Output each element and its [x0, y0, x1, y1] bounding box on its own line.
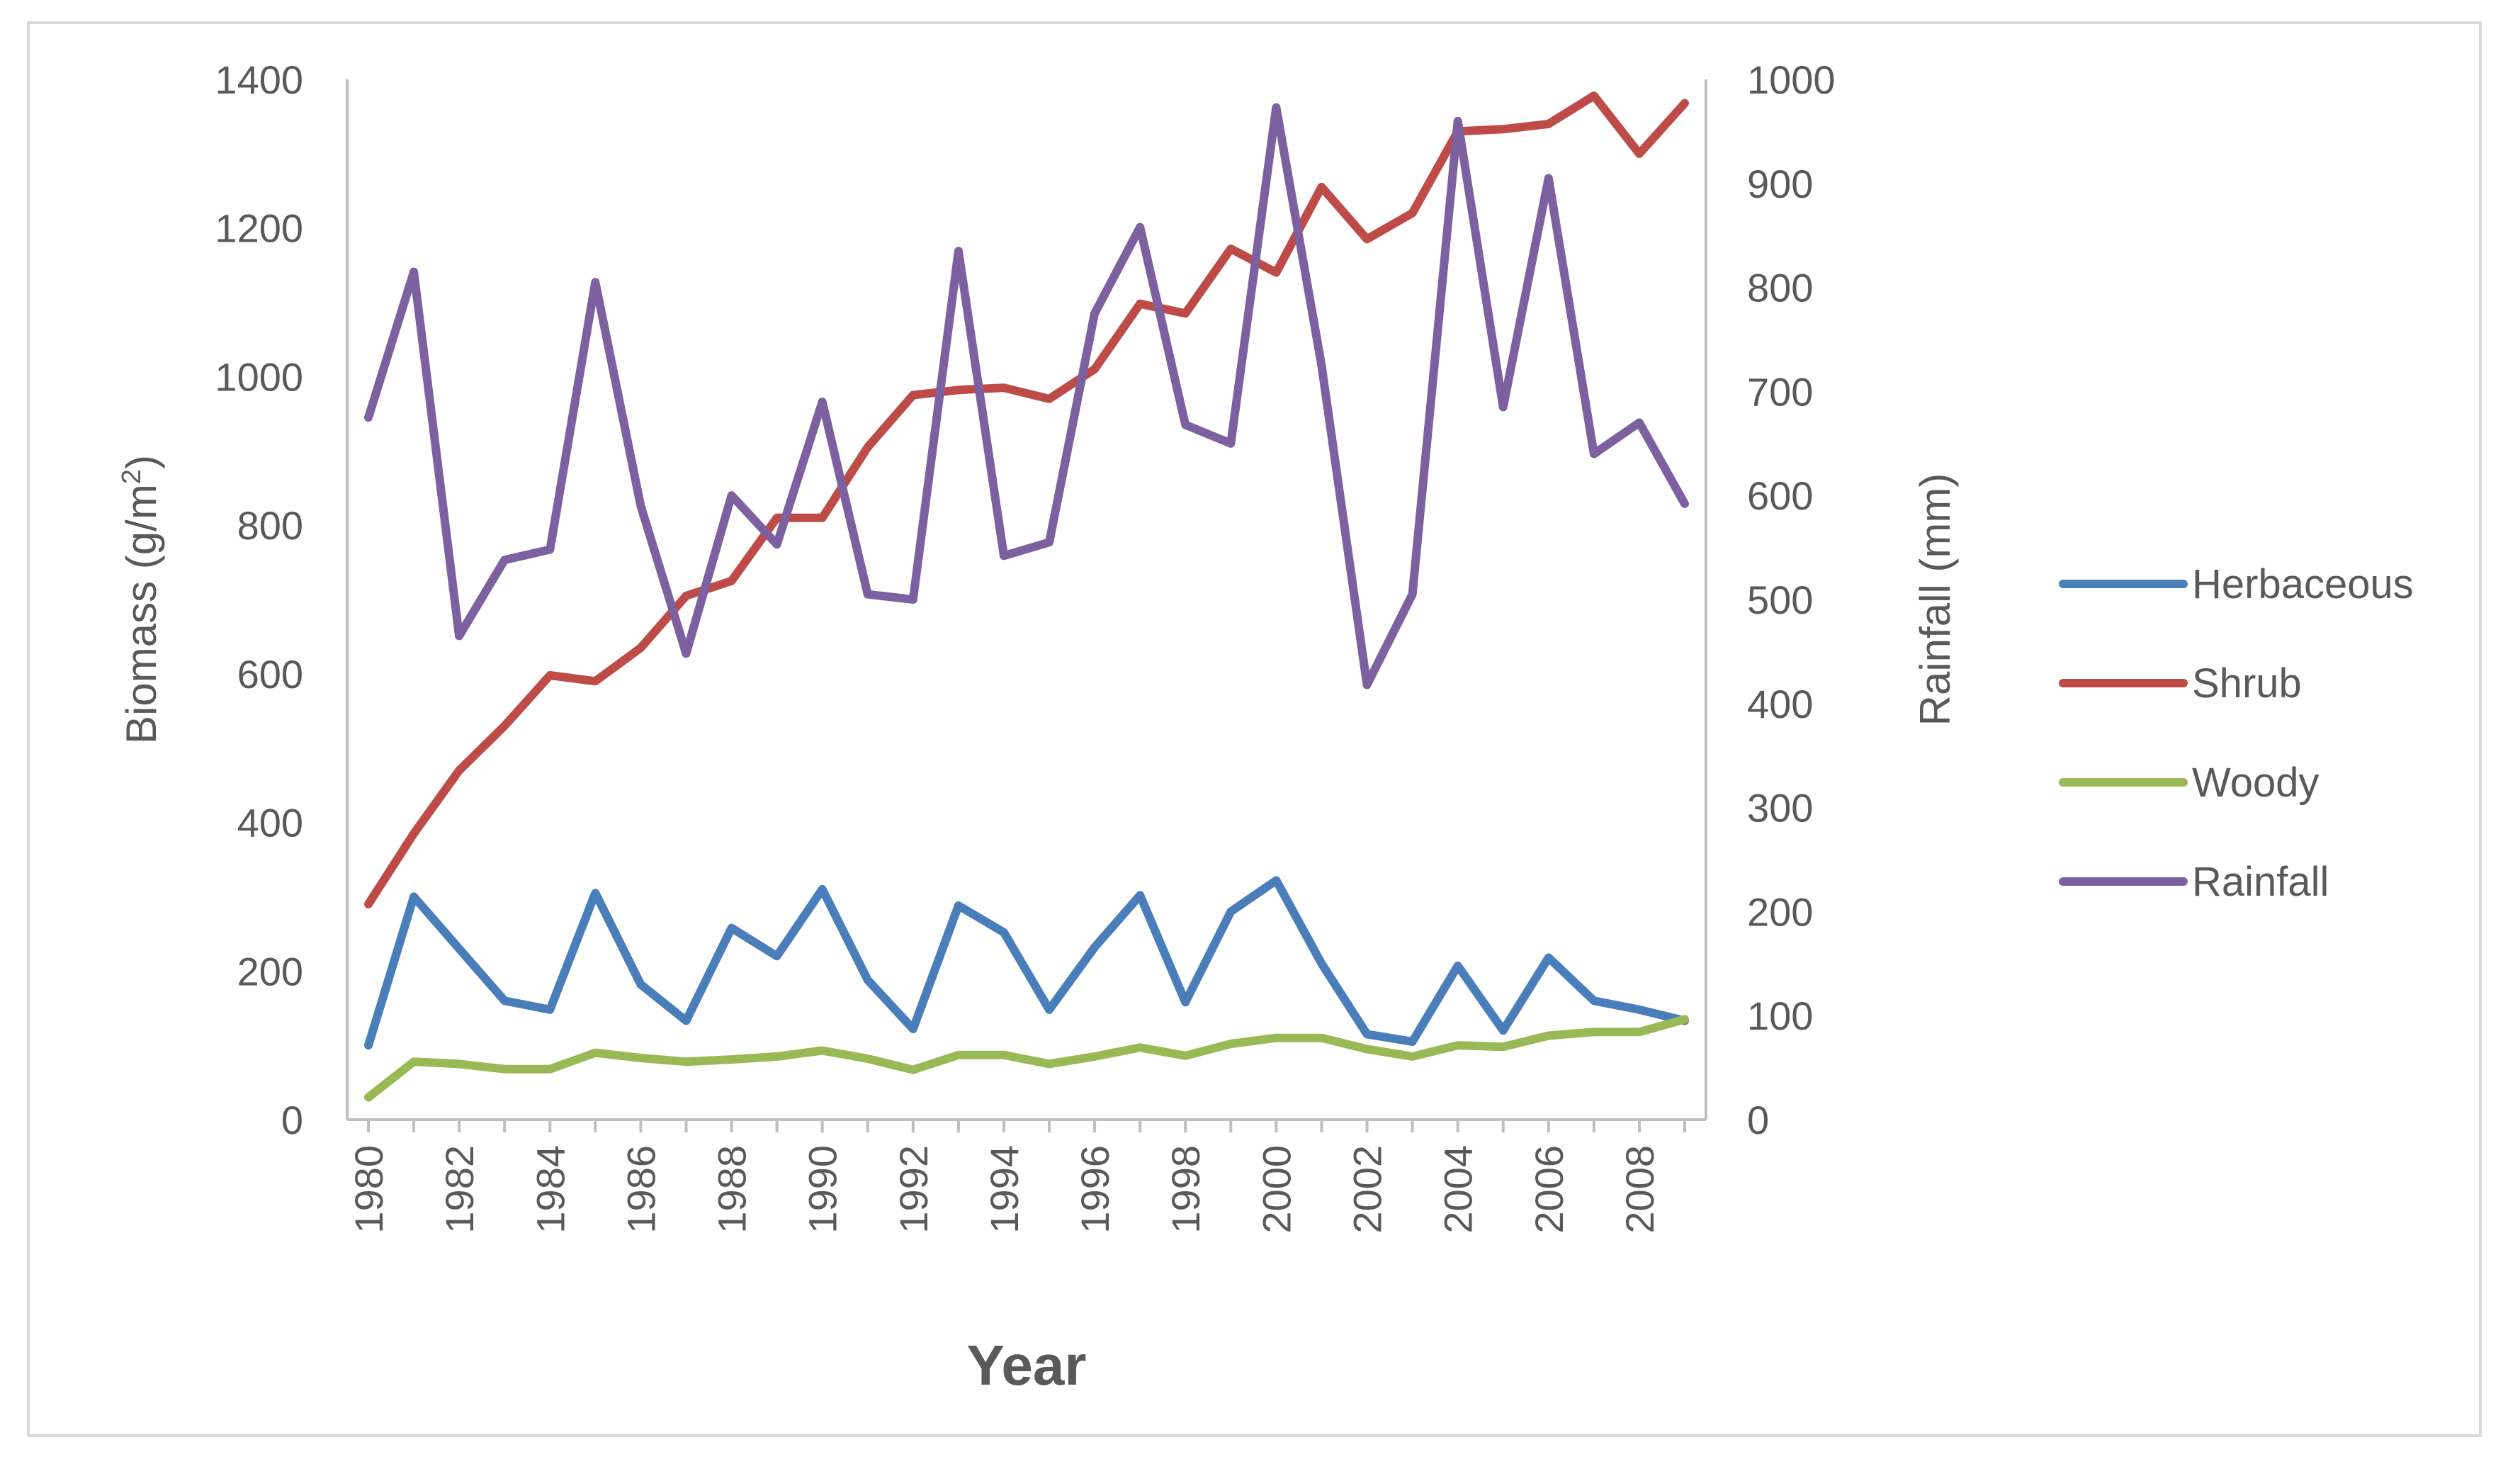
y2-tick-label: 300: [1747, 786, 1813, 831]
legend-item-shrub: Shrub: [2059, 660, 2302, 707]
x-tick-label: 2008: [1617, 1145, 1662, 1234]
y-tick-label: 200: [237, 949, 303, 994]
y-tick-labels: 0 200 400 600 800 1000 1200 1400: [215, 57, 303, 1142]
y2-tick-label: 700: [1747, 369, 1813, 414]
x-tick-label: 1992: [891, 1145, 936, 1234]
legend-item-rainfall: Rainfall: [2059, 859, 2329, 905]
series-line-herbaceous: [364, 876, 1689, 1050]
y-tick-label: 1400: [215, 57, 303, 102]
y-tick-label: 400: [237, 801, 303, 845]
x-tick-label: 2002: [1345, 1145, 1390, 1234]
series-line-woody: [364, 1015, 1689, 1102]
series-lines: [364, 91, 1689, 1102]
legend: Herbaceous Shrub Woody Rainfall: [2059, 561, 2414, 905]
y-tick-label: 600: [237, 652, 303, 697]
x-tick-label: 2000: [1254, 1145, 1299, 1234]
series-line-shrub: [364, 91, 1689, 908]
y-tick-label: 1200: [215, 206, 303, 251]
x-tick-label: 1982: [437, 1145, 482, 1234]
x-tick-labels: 1980 1982 1984 1986 1988 1990 1992 1994 1996 1998…: [346, 1145, 1662, 1234]
y-axis-title: Biomass (g/m2): [117, 455, 165, 744]
series-line-rainfall: [364, 103, 1689, 690]
x-tick-label: 1994: [982, 1145, 1027, 1234]
legend-label: Shrub: [2192, 660, 2302, 707]
x-tick-label: 1990: [801, 1145, 845, 1234]
chart-frame: 0 200 400 600 800 1000 1200 1400 0 100 200 300 400 5…: [27, 21, 2482, 1437]
y2-tick-label: 100: [1747, 994, 1813, 1038]
x-tick-marks: [367, 1120, 1686, 1132]
x-tick-label: 1980: [346, 1145, 391, 1234]
x-tick-label: 1984: [528, 1145, 572, 1234]
y2-tick-label: 400: [1747, 682, 1813, 726]
y-axis-title-main: Biomass (g/m: [118, 484, 165, 744]
y2-tick-label: 500: [1747, 578, 1813, 622]
chart-svg: 0 200 400 600 800 1000 1200 1400 0 100 200 300 400 5…: [117, 57, 2414, 1397]
x-tick-label: 1986: [618, 1145, 663, 1234]
x-axis-title: Year: [966, 1334, 1086, 1397]
legend-label: Rainfall: [2192, 859, 2329, 905]
legend-item-woody: Woody: [2059, 760, 2319, 806]
y2-tick-label: 800: [1747, 266, 1813, 310]
y2-tick-labels: 0 100 200 300 400 500 600 700 800 900 1000: [1747, 57, 1836, 1142]
y2-axis-title: Rainfall (mm): [1911, 473, 1959, 726]
y-tick-label: 0: [281, 1098, 303, 1142]
y-tick-label: 800: [237, 503, 303, 548]
x-tick-label: 1988: [710, 1145, 755, 1234]
y2-tick-label: 600: [1747, 473, 1813, 518]
x-tick-label: 1996: [1073, 1145, 1117, 1234]
legend-label: Woody: [2192, 760, 2319, 806]
y-tick-label: 1000: [215, 354, 303, 399]
x-tick-label: 2004: [1436, 1145, 1481, 1234]
legend-label: Herbaceous: [2192, 561, 2414, 607]
x-tick-label: 1998: [1163, 1145, 1208, 1234]
y2-tick-label: 0: [1747, 1098, 1769, 1142]
y2-tick-label: 1000: [1747, 57, 1836, 102]
y2-tick-label: 900: [1747, 162, 1813, 206]
legend-item-herbaceous: Herbaceous: [2059, 561, 2414, 607]
x-tick-label: 2006: [1527, 1145, 1571, 1234]
y2-tick-label: 200: [1747, 889, 1813, 934]
y-axis-title-sup: 2: [117, 469, 147, 484]
y-axis-title-close: ): [118, 455, 165, 469]
